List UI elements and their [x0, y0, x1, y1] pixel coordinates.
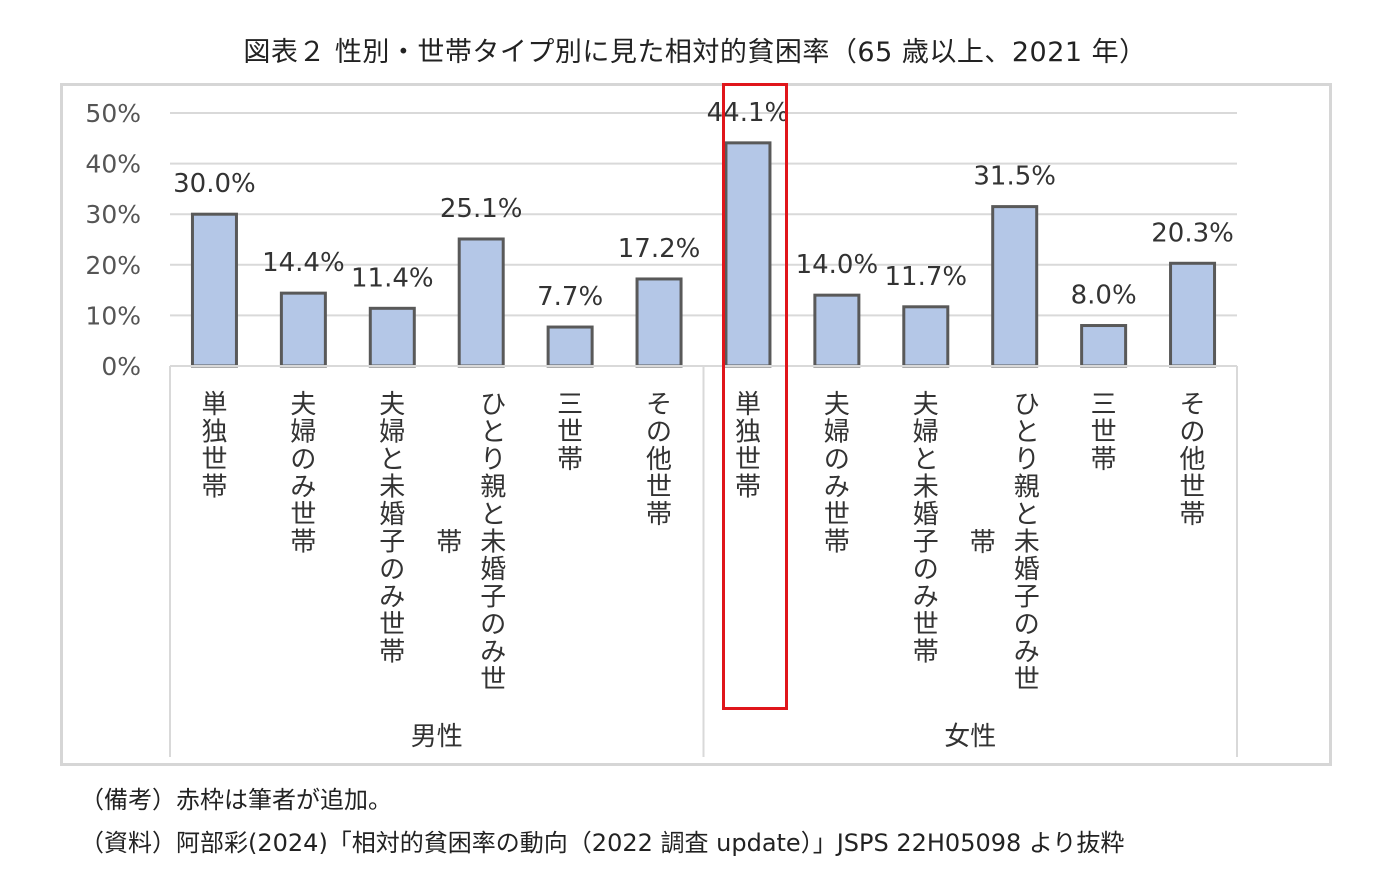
bar: [546, 325, 594, 368]
bar: [1169, 261, 1217, 368]
data-label: 14.0%: [796, 250, 879, 280]
y-tick-label: 40%: [85, 150, 141, 179]
data-label: 14.4%: [262, 248, 345, 278]
highlight-box: [722, 83, 788, 710]
category-label: 三世帯: [1091, 390, 1117, 475]
y-tick-label: 50%: [85, 99, 141, 128]
chart-title: 図表２ 性別・世帯タイプ別に見た相対的貧困率（65 歳以上、2021 年）: [243, 37, 1147, 68]
category-label: ひとり親と未婚子のみ世帯: [970, 390, 1040, 695]
bar: [1080, 324, 1128, 368]
data-label: 11.4%: [351, 263, 434, 293]
category-label: 単独世帯: [201, 390, 227, 503]
data-label: 8.0%: [1071, 281, 1137, 311]
category-label: その他世帯: [646, 390, 672, 530]
bar: [190, 212, 238, 368]
category-label: 三世帯: [557, 390, 583, 475]
data-label: 30.0%: [173, 169, 256, 199]
y-tick-label: 30%: [85, 200, 141, 229]
y-tick-label: 0%: [101, 352, 141, 381]
bar: [991, 205, 1039, 368]
group-label: 男性: [411, 722, 463, 752]
bar: [813, 293, 861, 368]
data-label: 44.1%: [707, 98, 790, 128]
category-label: 夫婦と未婚子のみ世帯: [913, 390, 939, 668]
data-label: 11.7%: [884, 262, 967, 292]
bar: [279, 291, 327, 368]
data-label: 7.7%: [537, 282, 603, 312]
data-label: 31.5%: [973, 162, 1056, 192]
data-label: 20.3%: [1151, 218, 1234, 248]
category-label: その他世帯: [1180, 390, 1206, 530]
category-label: ひとり親と未婚子のみ世帯: [436, 390, 506, 695]
bar: [635, 277, 683, 368]
remark-note: （備考）赤枠は筆者が追加。: [80, 786, 392, 814]
source-note: （資料）阿部彩(2024)「相対的貧困率の動向（2022 調査 update）」…: [80, 829, 1125, 857]
group-label: 女性: [944, 722, 996, 752]
y-tick-label: 10%: [85, 301, 141, 330]
bar: [457, 237, 505, 368]
category-label: 夫婦のみ世帯: [290, 390, 316, 558]
data-label: 25.1%: [440, 194, 523, 224]
category-label: 夫婦と未婚子のみ世帯: [379, 390, 405, 668]
y-tick-label: 20%: [85, 251, 141, 280]
chart-frame: [60, 83, 1332, 766]
category-label: 単独世帯: [735, 390, 761, 503]
bar: [902, 305, 950, 368]
data-label: 17.2%: [618, 234, 701, 264]
category-label: 夫婦のみ世帯: [824, 390, 850, 558]
bar: [368, 306, 416, 368]
